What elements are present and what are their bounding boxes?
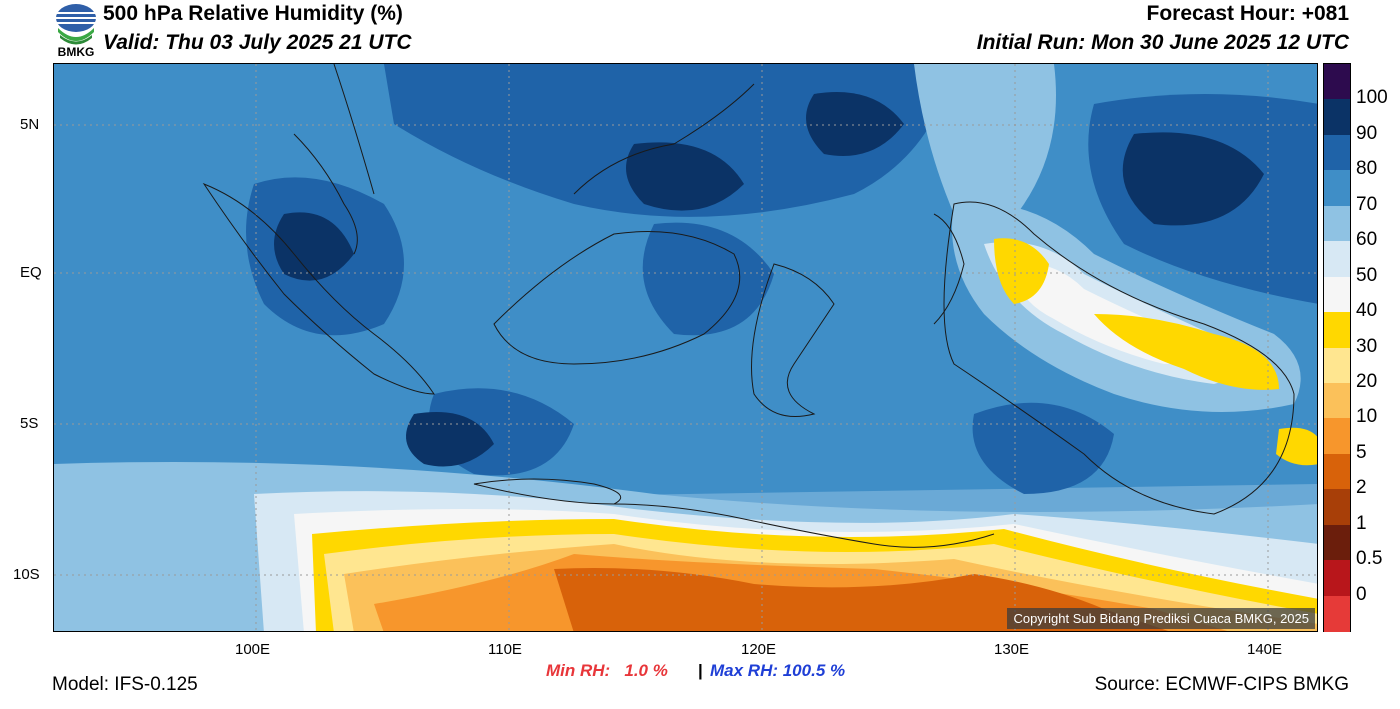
lat-label-5s: 5S [20, 415, 39, 432]
colorbar-label: 40 [1356, 300, 1378, 322]
forecast-hour: Forecast Hour: +081 [1146, 2, 1350, 25]
colorbar-segment [1324, 241, 1350, 278]
colorbar-label: 10 [1356, 406, 1378, 428]
colorbar-label: 30 [1356, 335, 1378, 357]
colorbar-segment [1324, 595, 1350, 632]
lat-label-eq: EQ [20, 264, 42, 281]
colorbar-segment [1324, 99, 1350, 136]
logo-text: BMKG [57, 45, 95, 59]
colorbar-segment [1324, 347, 1350, 384]
lon-label-140e: 140E [1247, 641, 1283, 658]
colorbar-segment [1324, 418, 1350, 455]
colorbar-label: 0 [1356, 583, 1367, 605]
humidity-map: Copyright Sub Bidang Prediksi Cuaca BMKG… [53, 63, 1318, 632]
coastlines [202, 64, 1295, 548]
initial-run: Initial Run: Mon 30 June 2025 12 UTC [976, 31, 1349, 54]
graticule [54, 64, 1317, 631]
colorbar-label: 100 [1356, 87, 1388, 109]
colorbar-label: 80 [1356, 158, 1378, 180]
model-label: Model: IFS-0.125 [52, 674, 198, 695]
colorbar-label: 2 [1356, 477, 1367, 499]
colorbar-segment [1324, 276, 1350, 313]
copyright-notice: Copyright Sub Bidang Prediksi Cuaca BMKG… [1007, 608, 1315, 629]
colorbar-segment [1324, 560, 1350, 597]
colorbar-segment [1324, 170, 1350, 207]
source-label: Source: ECMWF-CIPS BMKG [1094, 674, 1349, 695]
stat-separator: | [698, 661, 703, 680]
chart-title: 500 hPa Relative Humidity (%) [103, 2, 403, 25]
colorbar-segment [1324, 524, 1350, 561]
valid-time: Valid: Thu 03 July 2025 21 UTC [103, 31, 412, 54]
lon-label-130e: 130E [994, 641, 1030, 658]
colorbar-label: 5 [1356, 441, 1367, 463]
colorbar-segment [1324, 489, 1350, 526]
colorbar [1323, 63, 1351, 632]
colorbar-segment [1324, 134, 1350, 171]
colorbar-segment [1324, 64, 1350, 100]
lon-label-120e: 120E [741, 641, 777, 658]
humidity-field [54, 64, 1317, 631]
colorbar-label: 60 [1356, 229, 1378, 251]
colorbar-label: 70 [1356, 193, 1378, 215]
bmkg-logo: BMKG [52, 2, 100, 59]
colorbar-label: 20 [1356, 370, 1378, 392]
colorbar-label: 1 [1356, 512, 1367, 534]
colorbar-label: 90 [1356, 122, 1378, 144]
colorbar-label: 0.5 [1356, 548, 1383, 570]
colorbar-segment [1324, 205, 1350, 242]
colorbar-label: 50 [1356, 264, 1378, 286]
max-rh: Max RH: 100.5 % [710, 661, 846, 680]
lat-label-10s: 10S [13, 566, 40, 583]
min-rh: Min RH: 1.0 % [546, 661, 668, 680]
lat-label-5n: 5N [20, 116, 40, 133]
colorbar-segment [1324, 312, 1350, 348]
colorbar-segment [1324, 382, 1350, 419]
lon-label-100e: 100E [235, 641, 271, 658]
lon-label-110e: 110E [488, 641, 522, 658]
colorbar-segment [1324, 453, 1350, 490]
